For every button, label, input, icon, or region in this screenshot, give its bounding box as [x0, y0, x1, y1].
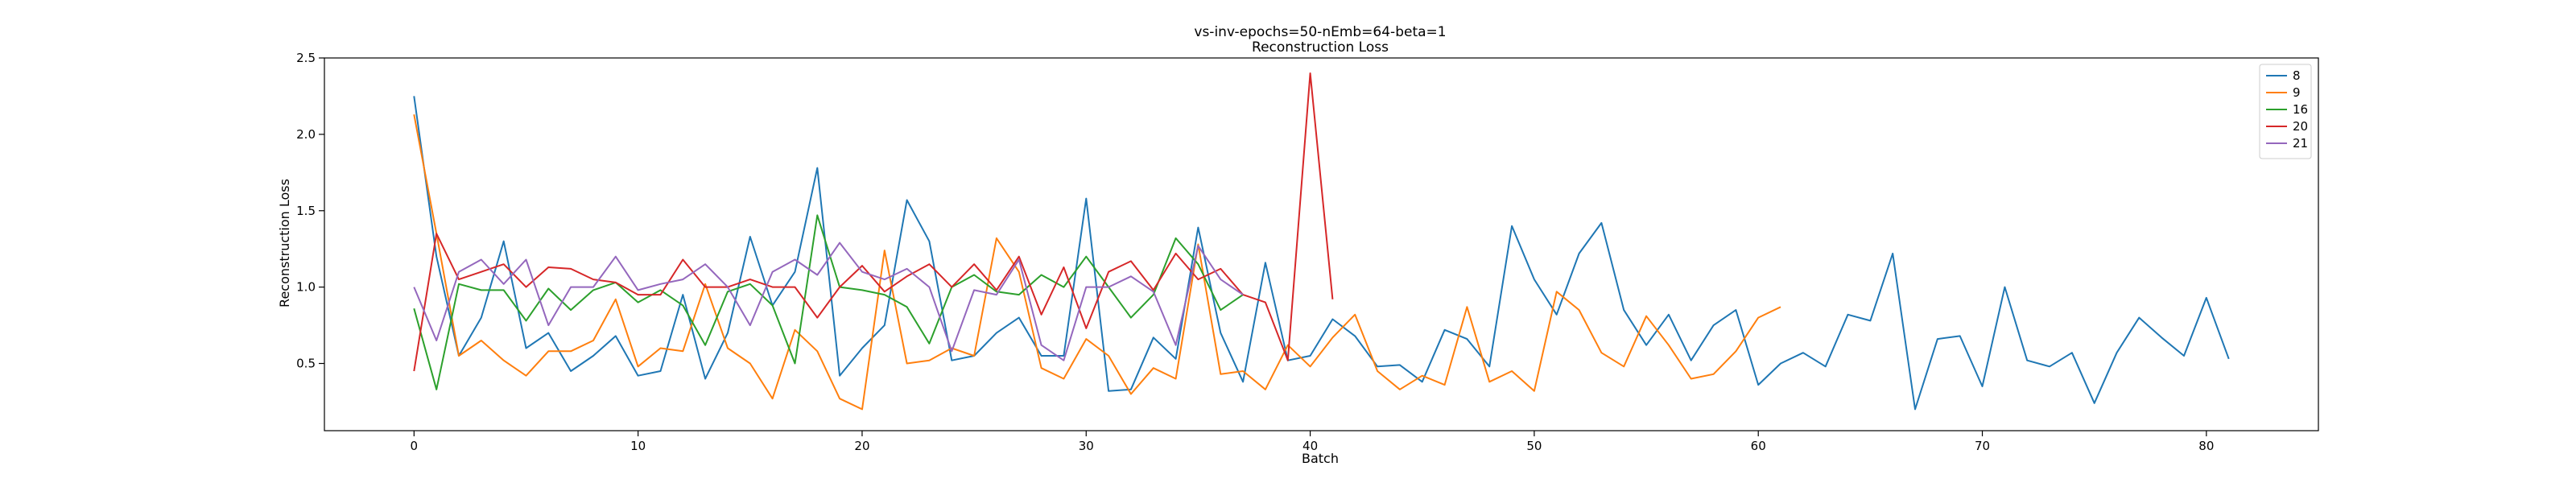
x-tick-label: 20	[854, 439, 869, 453]
chart-title: vs-inv-epochs=50-nEmb=64-beta=1	[1194, 24, 1446, 40]
x-tick-label: 50	[1526, 439, 1542, 453]
y-tick-label: 1.0	[296, 280, 316, 295]
legend: 8 9 16 20 21	[2259, 64, 2312, 159]
legend-label: 20	[2293, 119, 2308, 134]
legend-label: 9	[2293, 85, 2301, 100]
x-tick-label: 40	[1302, 439, 1318, 453]
plot-area	[413, 72, 2230, 411]
series-line-21	[413, 242, 1244, 361]
legend-label: 21	[2293, 136, 2308, 151]
x-axis-ticks: 0 10 20 30 40 50 60 70 80	[411, 431, 2214, 453]
x-tick-label: 70	[1975, 439, 1990, 453]
x-tick-label: 80	[2198, 439, 2214, 453]
legend-box	[2259, 64, 2312, 159]
y-tick-label: 0.5	[296, 357, 316, 371]
y-tick-label: 1.5	[296, 204, 316, 218]
x-tick-label: 60	[1751, 439, 1766, 453]
series-line-20	[413, 72, 1334, 372]
x-tick-label: 30	[1079, 439, 1094, 453]
chart-subtitle: Reconstruction Loss	[1252, 39, 1389, 56]
x-tick-label: 10	[630, 439, 646, 453]
y-tick-label: 2.0	[296, 127, 316, 142]
legend-label: 16	[2293, 102, 2308, 117]
x-axis-label: Batch	[1302, 451, 1339, 466]
plot-frame	[324, 57, 2319, 431]
y-tick-label: 2.5	[296, 51, 316, 65]
y-axis-ticks: 0.5 1.0 1.5 2.0 2.5	[296, 51, 324, 371]
series-line-9	[413, 114, 1781, 411]
legend-label: 8	[2293, 68, 2301, 83]
x-tick-label: 0	[411, 439, 419, 453]
y-axis-label: Reconstruction Loss	[277, 179, 292, 308]
series-line-8	[413, 96, 2230, 411]
